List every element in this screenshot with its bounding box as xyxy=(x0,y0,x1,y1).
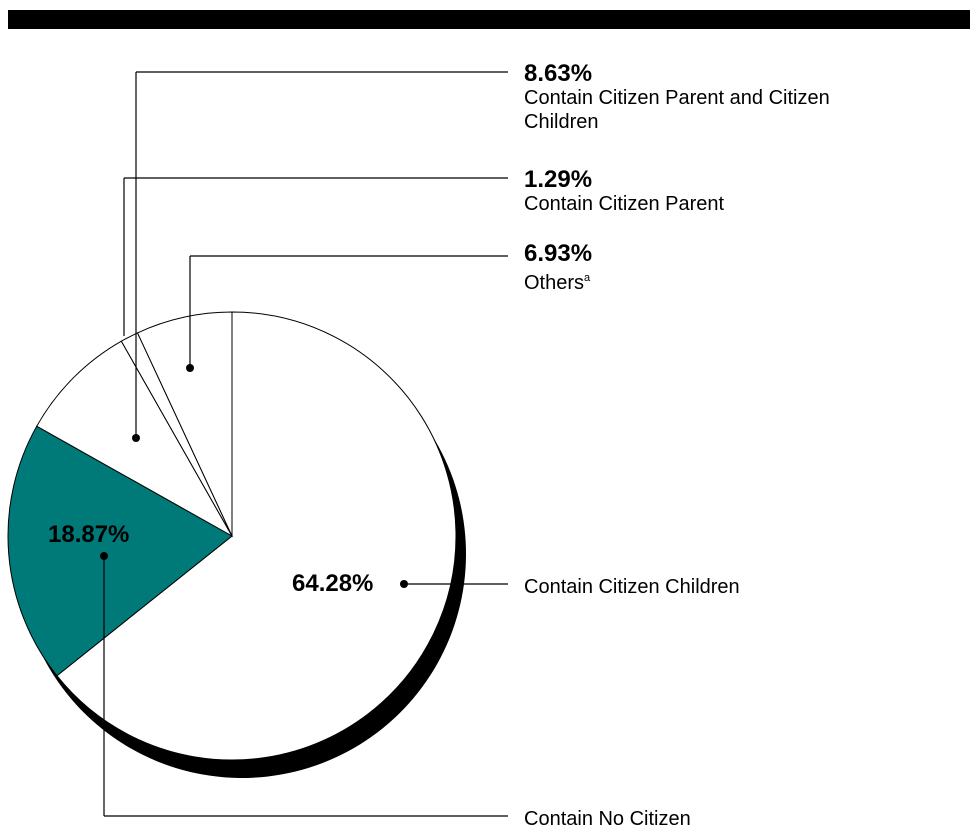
slice-percent-citizen-children: 64.28% xyxy=(292,572,373,596)
leader-citizen-children-dot xyxy=(400,580,408,588)
annotation-others: 6.93% Othersa xyxy=(524,242,592,295)
annotation-citizen-parent: 1.29% Contain Citizen Parent xyxy=(524,168,724,216)
leader-others-dot xyxy=(186,364,194,372)
slice-label-citizen-parent-and-children: Contain Citizen Parent and Citizen Child… xyxy=(524,86,904,134)
leader-no-citizen-dot xyxy=(100,552,108,560)
annotation-citizen-parent-and-children: 8.63% Contain Citizen Parent and Citizen… xyxy=(524,62,904,134)
slice-percent-no-citizen: 18.87% xyxy=(48,523,129,547)
slice-label-citizen-parent: Contain Citizen Parent xyxy=(524,192,724,216)
slice-percent-others: 6.93% xyxy=(524,242,592,266)
leader-citizen-parent-and-children-dot xyxy=(132,434,140,442)
slice-label-no-citizen: Contain No Citizen xyxy=(524,807,691,831)
slice-percent-citizen-parent-and-children: 8.63% xyxy=(524,62,904,86)
slice-label-citizen-children: Contain Citizen Children xyxy=(524,575,740,599)
slice-percent-citizen-parent: 1.29% xyxy=(524,168,724,192)
slice-label-others: Othersa xyxy=(524,266,592,295)
